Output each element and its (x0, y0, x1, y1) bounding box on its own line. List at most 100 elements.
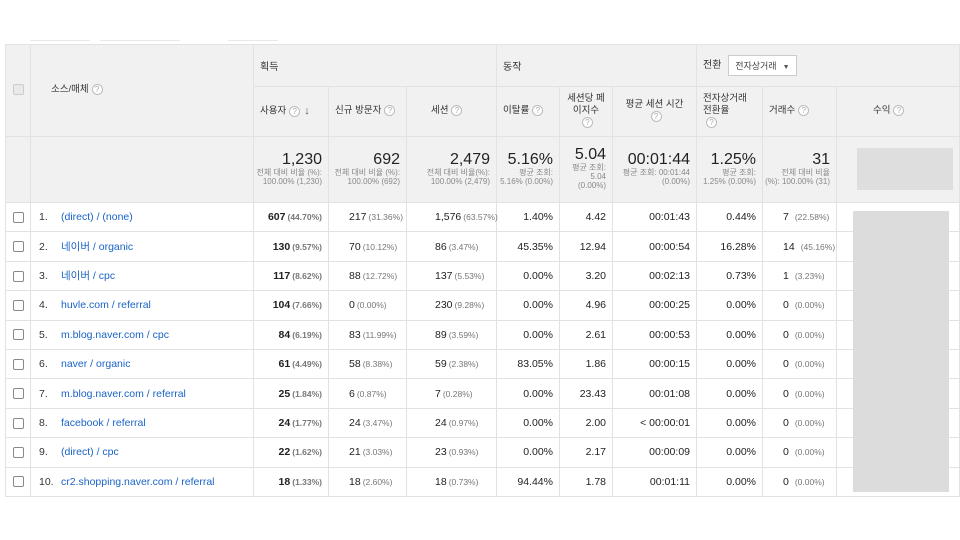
col-bounce[interactable]: 이탈률? (496, 86, 560, 137)
source-medium-link[interactable]: 네이버 / cpc (61, 270, 116, 283)
conversion-group: 전환 전자상거래 ▼ (695, 44, 960, 87)
users-value: 104 (272, 299, 291, 312)
source-medium-header[interactable]: 소스/매체? (30, 44, 254, 137)
total-sub: 전체 대비 비율 (%): 100.00% (1,230) (256, 167, 323, 186)
table-row[interactable]: 4. huvle.com / referral 104 (7.66%) 0 (0.00… (5, 290, 960, 321)
duration-cell: 00:00:09 (612, 437, 697, 468)
help-icon[interactable]: ? (384, 105, 396, 117)
users-pct: (9.57%) (292, 241, 322, 252)
new-users-pct: (10.12%) (362, 241, 398, 252)
users-cell: 84 (6.19%) (253, 319, 329, 350)
help-icon[interactable]: ? (532, 105, 544, 117)
sessions-pct: (0.97%) (448, 417, 479, 428)
bounce-cell: 0.00% (496, 290, 560, 321)
col-new-users[interactable]: 신규 방문자? (328, 86, 407, 137)
duration-value: 00:00:15 (649, 358, 690, 371)
col-sessions[interactable]: 세션? (406, 86, 497, 137)
new-users-cell: 6 (0.87%) (328, 378, 407, 409)
help-icon[interactable]: ? (893, 105, 905, 117)
sessions-pct: (2.38%) (448, 359, 479, 370)
help-icon[interactable]: ? (289, 105, 301, 117)
sessions-value: 137 (435, 269, 453, 282)
users-cell: 117 (8.62%) (253, 260, 329, 292)
table-row[interactable]: 2. 네이버 / organic 130 (9.57%) 70 (10.12%) 86… (5, 231, 960, 262)
bounce-cell: 45.35% (496, 231, 560, 262)
source-cell: 5. m.blog.naver.com / cpc (30, 319, 254, 350)
col-users[interactable]: 사용자? ↓ (253, 86, 329, 137)
help-icon[interactable]: ? (582, 117, 593, 129)
row-checkbox[interactable] (12, 417, 24, 429)
row-checkbox[interactable] (12, 241, 24, 253)
duration-value: 00:00:09 (649, 446, 690, 459)
row-check-cell (5, 260, 31, 292)
source-medium-link[interactable]: (direct) / (none) (61, 211, 133, 224)
row-checkbox[interactable] (12, 388, 24, 400)
pages-value: 1.86 (585, 358, 606, 371)
row-check-cell (5, 231, 31, 262)
table-row[interactable]: 9. (direct) / cpc 22 (1.62%) 21 (3.03%) 23(… (5, 437, 960, 468)
help-icon[interactable]: ? (650, 111, 662, 123)
users-pct: (1.62%) (292, 447, 322, 458)
row-checkbox[interactable] (12, 329, 24, 341)
duration-cell: 00:02:13 (612, 260, 697, 292)
ecom-cell: 0.00% (696, 348, 763, 380)
duration-cell: < 00:00:01 (612, 407, 697, 439)
table-row[interactable]: 8. facebook / referral 24 (1.77%) 24 (3.47%… (5, 407, 960, 439)
users-pct: (1.84%) (292, 388, 322, 399)
select-all-checkbox[interactable] (12, 83, 24, 95)
col-ecom-rate[interactable]: 전자상거래 전환율? (696, 86, 763, 137)
row-checkbox[interactable] (12, 270, 24, 282)
total-sub: 전체 대비 비율(%): 100.00% (2,479) (426, 167, 490, 186)
pages-value: 12.94 (579, 240, 606, 253)
col-pages-session[interactable]: 세션당 페이지수? (559, 86, 613, 137)
help-icon[interactable]: ? (91, 84, 103, 96)
table-row[interactable]: 10. cr2.shopping.naver.com / referral 18(… (5, 466, 960, 497)
transactions-cell: 0 (0.00%) (762, 466, 837, 497)
help-icon[interactable]: ? (706, 117, 717, 129)
duration-cell: 00:00:54 (612, 231, 697, 262)
users-cell: 25 (1.84%) (253, 378, 329, 409)
source-medium-link[interactable]: naver / organic (61, 358, 131, 371)
conversion-dropdown[interactable]: 전자상거래 ▼ (728, 55, 797, 76)
new-users-cell: 0 (0.00%) (328, 290, 407, 321)
bounce-cell: 0.00% (496, 260, 560, 292)
pages-cell: 3.20 (559, 260, 613, 292)
bounce-value: 94.44% (517, 475, 553, 488)
bounce-cell: 94.44% (496, 466, 560, 497)
col-avg-duration[interactable]: 평균 세션 시간? (612, 86, 697, 137)
row-checkbox[interactable] (12, 447, 24, 459)
row-checkbox[interactable] (12, 211, 24, 223)
col-transactions[interactable]: 거래수? (762, 86, 837, 137)
arrow-down-icon[interactable]: ↓ (304, 105, 310, 118)
source-medium-link[interactable]: facebook / referral (61, 416, 146, 429)
transactions-value: 14 (783, 240, 795, 253)
table-row[interactable]: 7. m.blog.naver.com / referral 25 (1.84%) … (5, 378, 960, 409)
source-medium-link[interactable]: cr2.shopping.naver.com / referral (61, 475, 215, 488)
sessions-pct: (9.28%) (454, 300, 485, 311)
pages-cell: 1.86 (559, 348, 613, 380)
source-medium-link[interactable]: 네이버 / organic (61, 241, 134, 254)
sessions-cell: 24 (0.97%) (406, 407, 497, 439)
source-medium-link[interactable]: (direct) / cpc (61, 446, 119, 459)
sessions-value: 7 (435, 387, 441, 400)
transactions-cell: 0 (0.00%) (762, 319, 837, 350)
duration-cell: 00:00:25 (612, 290, 697, 321)
source-medium-link[interactable]: huvle.com / referral (61, 299, 151, 312)
source-medium-link[interactable]: m.blog.naver.com / referral (61, 387, 186, 400)
row-checkbox[interactable] (12, 300, 24, 312)
bounce-value: 45.35% (517, 240, 553, 253)
source-medium-label: 소스/매체 (51, 84, 89, 96)
source-medium-link[interactable]: m.blog.naver.com / cpc (61, 328, 169, 341)
help-icon[interactable]: ? (798, 105, 810, 117)
table-row[interactable]: 6. naver / organic 61 (4.49%) 58 (8.38%) 59… (5, 348, 960, 380)
row-checkbox[interactable] (12, 476, 24, 488)
row-checkbox[interactable] (12, 358, 24, 370)
users-pct: (1.33%) (292, 476, 322, 487)
table-row[interactable]: 5. m.blog.naver.com / cpc 84 (6.19%) 83 (11… (5, 319, 960, 350)
new-users-value: 70 (349, 240, 361, 253)
help-icon[interactable]: ? (451, 105, 463, 117)
transactions-value: 0 (783, 446, 789, 459)
table-row[interactable]: 1. (direct) / (none) 607 (44.70%) 217 (31.3… (5, 201, 960, 233)
col-revenue[interactable]: 수익? (835, 86, 960, 137)
table-row[interactable]: 3. 네이버 / cpc 117 (8.62%) 88 (12.72%) 137 (5.… (5, 260, 960, 292)
